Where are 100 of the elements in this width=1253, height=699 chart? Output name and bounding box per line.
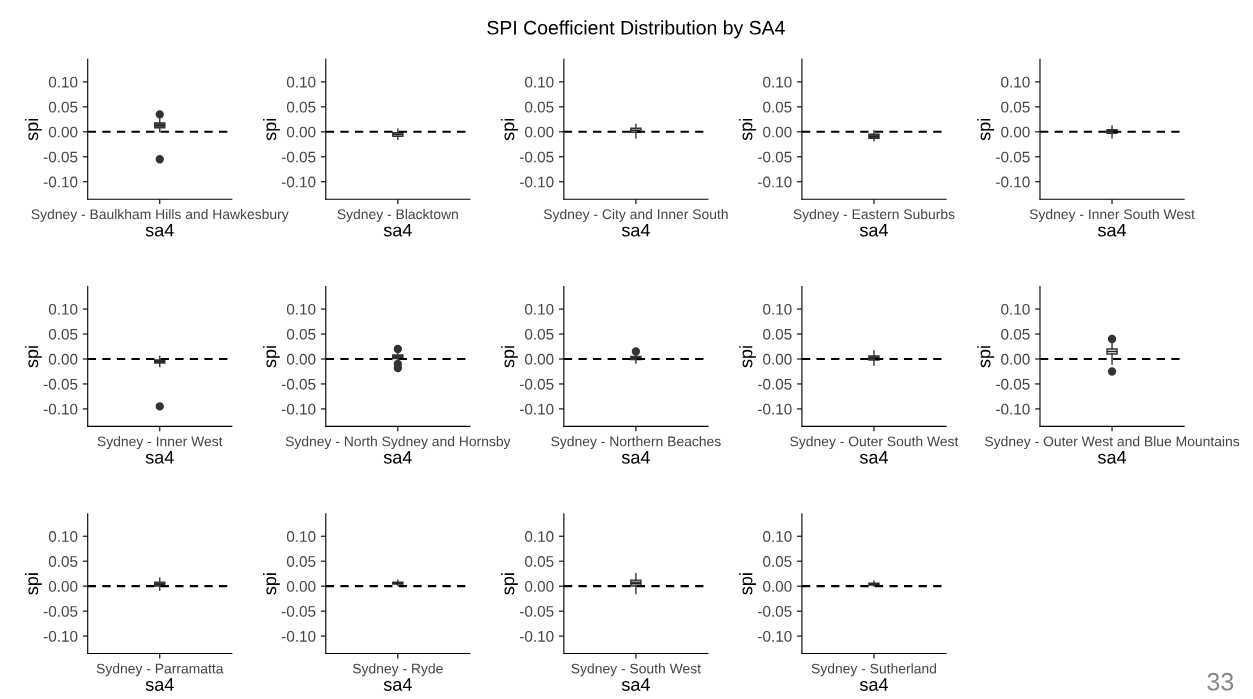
- y-tick-label: 0.00: [1001, 126, 1030, 138]
- y-tick-label: 0.10: [524, 531, 554, 542]
- y-tick-label: 0.00: [286, 353, 316, 365]
- y-tick-label: 0.00: [524, 581, 554, 592]
- y-tick-label: 0.10: [286, 76, 316, 88]
- y-axis-title: spi: [739, 346, 756, 368]
- y-tick-label: -0.05: [281, 151, 316, 163]
- y-tick-label: -0.10: [758, 630, 792, 642]
- x-axis-title: sa4: [145, 678, 174, 691]
- x-tick-label: Sydney - Baulkham Hills and Hawkesbury: [31, 208, 289, 222]
- y-tick-label: 0.00: [524, 353, 554, 365]
- x-axis-title: sa4: [621, 451, 650, 464]
- y-tick-label: -0.05: [758, 151, 792, 163]
- y-tick-label: 0.05: [763, 101, 792, 113]
- y-tick-label: -0.10: [519, 176, 554, 188]
- x-axis-title: sa4: [1097, 223, 1127, 237]
- y-tick-label: -0.10: [43, 630, 78, 642]
- text: 33: [1207, 672, 1234, 691]
- y-tick-label: 0.10: [763, 531, 792, 542]
- y-tick-label: 0.05: [1001, 328, 1030, 340]
- y-tick-label: 0.05: [524, 101, 554, 113]
- y-tick-label: -0.05: [43, 378, 78, 390]
- y-tick-label: -0.05: [281, 605, 316, 617]
- y-tick-label: 0.00: [763, 353, 792, 365]
- y-tick-label: 0.05: [286, 101, 316, 113]
- x-tick-label: Sydney - City and Inner South: [543, 208, 728, 222]
- y-tick-label: 0.10: [763, 303, 792, 315]
- x-tick-label: Sydney - Inner West: [97, 436, 223, 450]
- y-tick-label: 0.05: [1001, 101, 1030, 113]
- y-tick-label: -0.05: [758, 605, 792, 617]
- y-tick-label: -0.05: [519, 378, 554, 390]
- y-tick-label: -0.10: [996, 403, 1030, 415]
- y-tick-label: 0.05: [763, 556, 792, 567]
- y-tick-label: -0.05: [43, 151, 78, 163]
- y-tick-label: 0.00: [286, 126, 316, 138]
- y-tick-label: 0.05: [286, 328, 316, 340]
- x-tick-label: Sydney - Eastern Suburbs: [793, 208, 955, 222]
- y-tick-label: -0.05: [996, 378, 1030, 390]
- y-tick-label: -0.10: [996, 176, 1030, 188]
- y-axis-title: spi: [263, 346, 280, 368]
- x-axis-title: sa4: [859, 223, 888, 237]
- y-tick-label: -0.10: [519, 403, 554, 415]
- y-tick-label: 0.10: [48, 531, 78, 542]
- x-axis-title: sa4: [145, 223, 174, 237]
- y-axis-title: spi: [977, 346, 995, 368]
- x-tick-label: Sydney - South West: [571, 663, 701, 677]
- y-tick-label: 0.10: [524, 76, 554, 88]
- x-axis-title: sa4: [859, 451, 888, 464]
- y-axis-title: spi: [501, 346, 518, 368]
- y-tick-label: 0.05: [524, 328, 554, 340]
- y-tick-label: -0.05: [281, 378, 316, 390]
- x-tick-label: Sydney - Outer South West: [790, 436, 959, 450]
- y-tick-label: -0.10: [758, 403, 792, 415]
- y-axis-title: spi: [263, 573, 280, 595]
- y-tick-label: -0.10: [281, 403, 316, 415]
- y-tick-label: 0.00: [763, 126, 792, 138]
- y-tick-label: 0.00: [524, 126, 554, 138]
- y-tick-label: -0.10: [43, 176, 78, 188]
- y-tick-label: 0.05: [763, 328, 792, 340]
- y-axis-title: spi: [977, 118, 995, 141]
- x-axis-title: sa4: [383, 678, 412, 691]
- y-tick-label: 0.10: [524, 303, 554, 315]
- y-axis-title: spi: [501, 118, 518, 141]
- y-tick-label: 0.10: [286, 303, 316, 315]
- x-axis-title: sa4: [621, 223, 650, 237]
- y-tick-label: -0.10: [281, 630, 316, 642]
- y-tick-label: 0.10: [48, 76, 78, 88]
- x-tick-label: Sydney - Parramatta: [96, 663, 224, 677]
- y-axis-title: spi: [501, 573, 518, 595]
- y-tick-label: 0.05: [286, 556, 316, 567]
- y-tick-label: 0.00: [1001, 353, 1030, 365]
- y-tick-label: 0.10: [763, 76, 792, 88]
- x-tick-label: Sydney - North Sydney and Hornsby: [285, 436, 511, 450]
- y-tick-label: 0.10: [1001, 76, 1030, 88]
- x-tick-label: Sydney - Outer West and Blue Mountains: [985, 436, 1240, 450]
- y-tick-label: -0.05: [43, 605, 78, 617]
- y-tick-label: 0.00: [48, 353, 78, 365]
- y-tick-label: 0.10: [48, 303, 78, 315]
- y-tick-label: -0.05: [996, 151, 1030, 163]
- y-tick-label: -0.10: [519, 630, 554, 642]
- y-tick-label: 0.05: [524, 556, 554, 567]
- y-tick-label: 0.00: [286, 581, 316, 592]
- chart-title: SPI Coefficient Distribution by SA4: [487, 20, 785, 39]
- x-tick-label: Sydney - Ryde: [352, 663, 443, 677]
- y-tick-label: -0.05: [519, 151, 554, 163]
- y-tick-label: 0.05: [48, 101, 78, 113]
- y-tick-label: 0.05: [48, 556, 78, 567]
- y-tick-label: 0.00: [48, 581, 78, 592]
- y-tick-label: -0.10: [758, 176, 792, 188]
- y-axis-title: spi: [24, 573, 42, 595]
- y-axis-title: spi: [739, 118, 756, 141]
- y-tick-label: 0.10: [286, 531, 316, 542]
- x-axis-title: sa4: [621, 678, 650, 691]
- x-tick-label: Sydney - Blacktown: [337, 208, 458, 222]
- y-axis-title: spi: [739, 573, 756, 595]
- x-axis-title: sa4: [145, 451, 174, 464]
- x-tick-label: Sydney - Northern Beaches: [551, 436, 721, 450]
- y-tick-label: -0.05: [519, 605, 554, 617]
- x-axis-title: sa4: [383, 451, 412, 464]
- x-axis-title: sa4: [859, 678, 888, 691]
